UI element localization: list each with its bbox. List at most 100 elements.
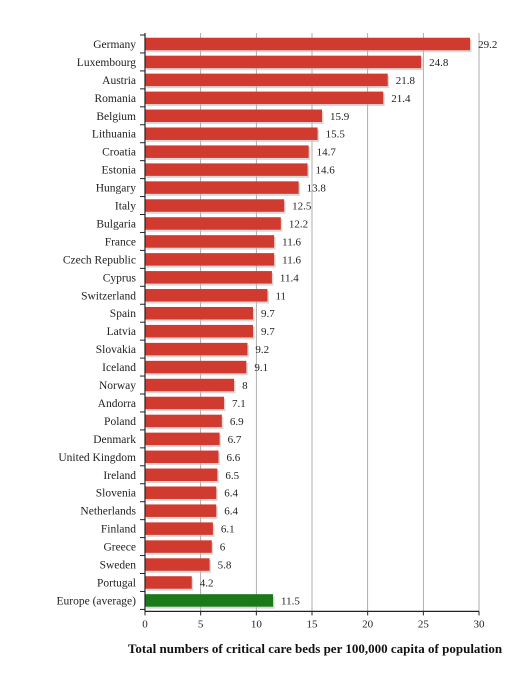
bar <box>145 127 318 140</box>
bar <box>145 450 219 464</box>
category-label: France <box>105 236 136 248</box>
category-label: Belgium <box>96 111 136 123</box>
bar <box>145 271 272 284</box>
value-label: 6.1 <box>221 524 235 536</box>
bar <box>145 396 225 410</box>
value-label: 29.2 <box>478 39 497 51</box>
category-label: Iceland <box>102 362 136 374</box>
x-axis-title: Total numbers of critical care beds per … <box>127 641 503 656</box>
category-label: Greece <box>103 542 136 554</box>
category-label: Finland <box>101 524 136 536</box>
x-tick-label: 5 <box>198 618 204 630</box>
category-label: Netherlands <box>80 506 136 518</box>
value-label: 14.6 <box>316 165 336 177</box>
x-tick-label: 0 <box>142 618 148 630</box>
value-label: 6.5 <box>225 470 239 482</box>
value-label: 6.7 <box>228 434 242 446</box>
category-label: Croatia <box>102 147 136 159</box>
category-label: United Kingdom <box>58 452 136 464</box>
category-label: Czech Republic <box>63 254 136 266</box>
bar <box>145 504 217 517</box>
category-label: Denmark <box>93 434 136 446</box>
category-label: Austria <box>102 75 136 87</box>
bar <box>145 432 220 446</box>
bar <box>145 522 213 535</box>
value-label: 14.7 <box>317 147 337 159</box>
bar <box>145 217 281 230</box>
bar <box>145 253 275 266</box>
value-label: 6.6 <box>226 452 240 464</box>
bar <box>145 342 248 356</box>
value-label: 6.4 <box>224 488 238 500</box>
category-label: Slovakia <box>96 344 136 356</box>
category-label: Andorra <box>98 398 136 410</box>
value-label: 6 <box>220 542 226 554</box>
bar <box>145 163 308 176</box>
value-label: 21.4 <box>391 93 411 105</box>
bar <box>145 594 274 607</box>
value-label: 9.2 <box>255 344 269 356</box>
category-label: Spain <box>110 308 136 320</box>
bar <box>145 199 285 212</box>
value-label: 11.5 <box>281 595 300 607</box>
bar <box>145 181 299 194</box>
category-label: Italy <box>115 201 136 213</box>
category-label: Germany <box>93 39 136 51</box>
category-label: Latvia <box>107 326 136 338</box>
x-tick-label: 10 <box>251 618 263 630</box>
value-label: 6.4 <box>224 506 238 518</box>
value-label: 11.4 <box>280 272 299 284</box>
bar <box>145 37 471 51</box>
category-label: Switzerland <box>81 290 136 302</box>
value-label: 5.8 <box>218 560 232 572</box>
bar <box>145 576 192 589</box>
value-label: 9.7 <box>261 308 275 320</box>
category-label: Portugal <box>97 577 136 589</box>
value-label: 24.8 <box>429 57 449 69</box>
value-label: 8 <box>242 380 248 392</box>
category-label: Sweden <box>100 560 137 572</box>
bar <box>145 360 247 374</box>
bar <box>145 145 309 158</box>
value-label: 9.1 <box>254 362 268 374</box>
x-tick-label: 15 <box>307 618 319 630</box>
bar <box>145 55 422 69</box>
category-label: Europe (average) <box>57 595 137 607</box>
bar <box>145 73 388 87</box>
category-label: Estonia <box>102 165 137 177</box>
bar <box>145 306 253 320</box>
bar <box>145 468 218 482</box>
value-label: 12.2 <box>289 218 308 230</box>
category-label: Luxembourg <box>77 57 136 69</box>
bar <box>145 109 323 123</box>
bar <box>145 235 275 248</box>
category-label: Bulgaria <box>96 218 136 230</box>
value-label: 6.9 <box>230 416 244 428</box>
value-label: 9.7 <box>261 326 275 338</box>
category-label: Ireland <box>103 470 136 482</box>
bar <box>145 91 384 105</box>
x-tick-label: 20 <box>362 618 374 630</box>
category-label: Cyprus <box>103 272 137 284</box>
value-label: 11 <box>275 290 286 302</box>
bar <box>145 378 235 392</box>
value-label: 21.8 <box>396 75 416 87</box>
category-label: Lithuania <box>92 129 136 141</box>
bar <box>145 540 212 553</box>
value-label: 7.1 <box>232 398 246 410</box>
bar <box>145 324 253 338</box>
value-label: 4.2 <box>200 577 214 589</box>
value-label: 15.5 <box>326 129 346 141</box>
bar <box>145 414 222 428</box>
value-label: 11.6 <box>282 254 301 266</box>
x-tick-label: 30 <box>474 618 486 630</box>
category-label: Norway <box>99 380 136 392</box>
bar <box>145 289 268 302</box>
category-label: Slovenia <box>96 488 136 500</box>
value-label: 13.8 <box>307 183 327 195</box>
x-tick-label: 25 <box>418 618 430 630</box>
bar <box>145 486 217 499</box>
category-label: Hungary <box>96 183 136 195</box>
